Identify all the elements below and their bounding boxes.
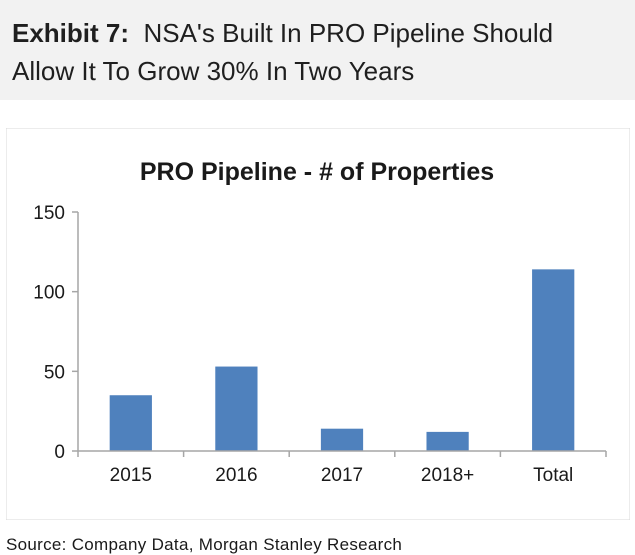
bar-2018 — [426, 431, 469, 451]
bar-2015 — [109, 395, 152, 451]
chart-border — [6, 128, 630, 520]
y-tick-label: 50 — [44, 362, 65, 383]
exhibit-title: NSA's Built In PRO Pipeline Should — [143, 18, 554, 48]
source-note: Source: Company Data, Morgan Stanley Res… — [6, 535, 403, 554]
bar-2016 — [215, 366, 258, 451]
y-tick-label: 0 — [54, 442, 65, 463]
bar-chart: PRO Pipeline - # of Properties 0 50 100 150… — [6, 128, 630, 520]
x-tick-label: 2016 — [215, 465, 257, 486]
y-tick-label: 150 — [33, 203, 65, 224]
chart-title: PRO Pipeline - # of Properties — [140, 158, 494, 186]
exhibit-label: Exhibit 7: — [12, 18, 130, 48]
exhibit-title-line-2: Allow It To Grow 30% In Two Years — [12, 56, 415, 86]
y-axis: 0 50 100 150 — [33, 203, 79, 463]
x-tick-label: 2015 — [110, 465, 152, 486]
x-tick-label: 2018+ — [421, 465, 474, 486]
x-axis: 2015 2016 2017 2018+ Total — [77, 450, 607, 486]
bar-total — [532, 269, 575, 451]
x-tick-label: Total — [533, 465, 573, 486]
y-tick-label: 100 — [33, 283, 65, 304]
exhibit-title-line-1: Exhibit 7: NSA's Built In PRO Pipeline S… — [12, 14, 635, 52]
exhibit-header: Exhibit 7: NSA's Built In PRO Pipeline S… — [0, 0, 635, 100]
chart-frame: PRO Pipeline - # of Properties 0 50 100 150… — [6, 128, 630, 520]
bar-2017 — [320, 428, 364, 451]
x-tick-label: 2017 — [321, 465, 363, 486]
bars — [109, 269, 575, 451]
